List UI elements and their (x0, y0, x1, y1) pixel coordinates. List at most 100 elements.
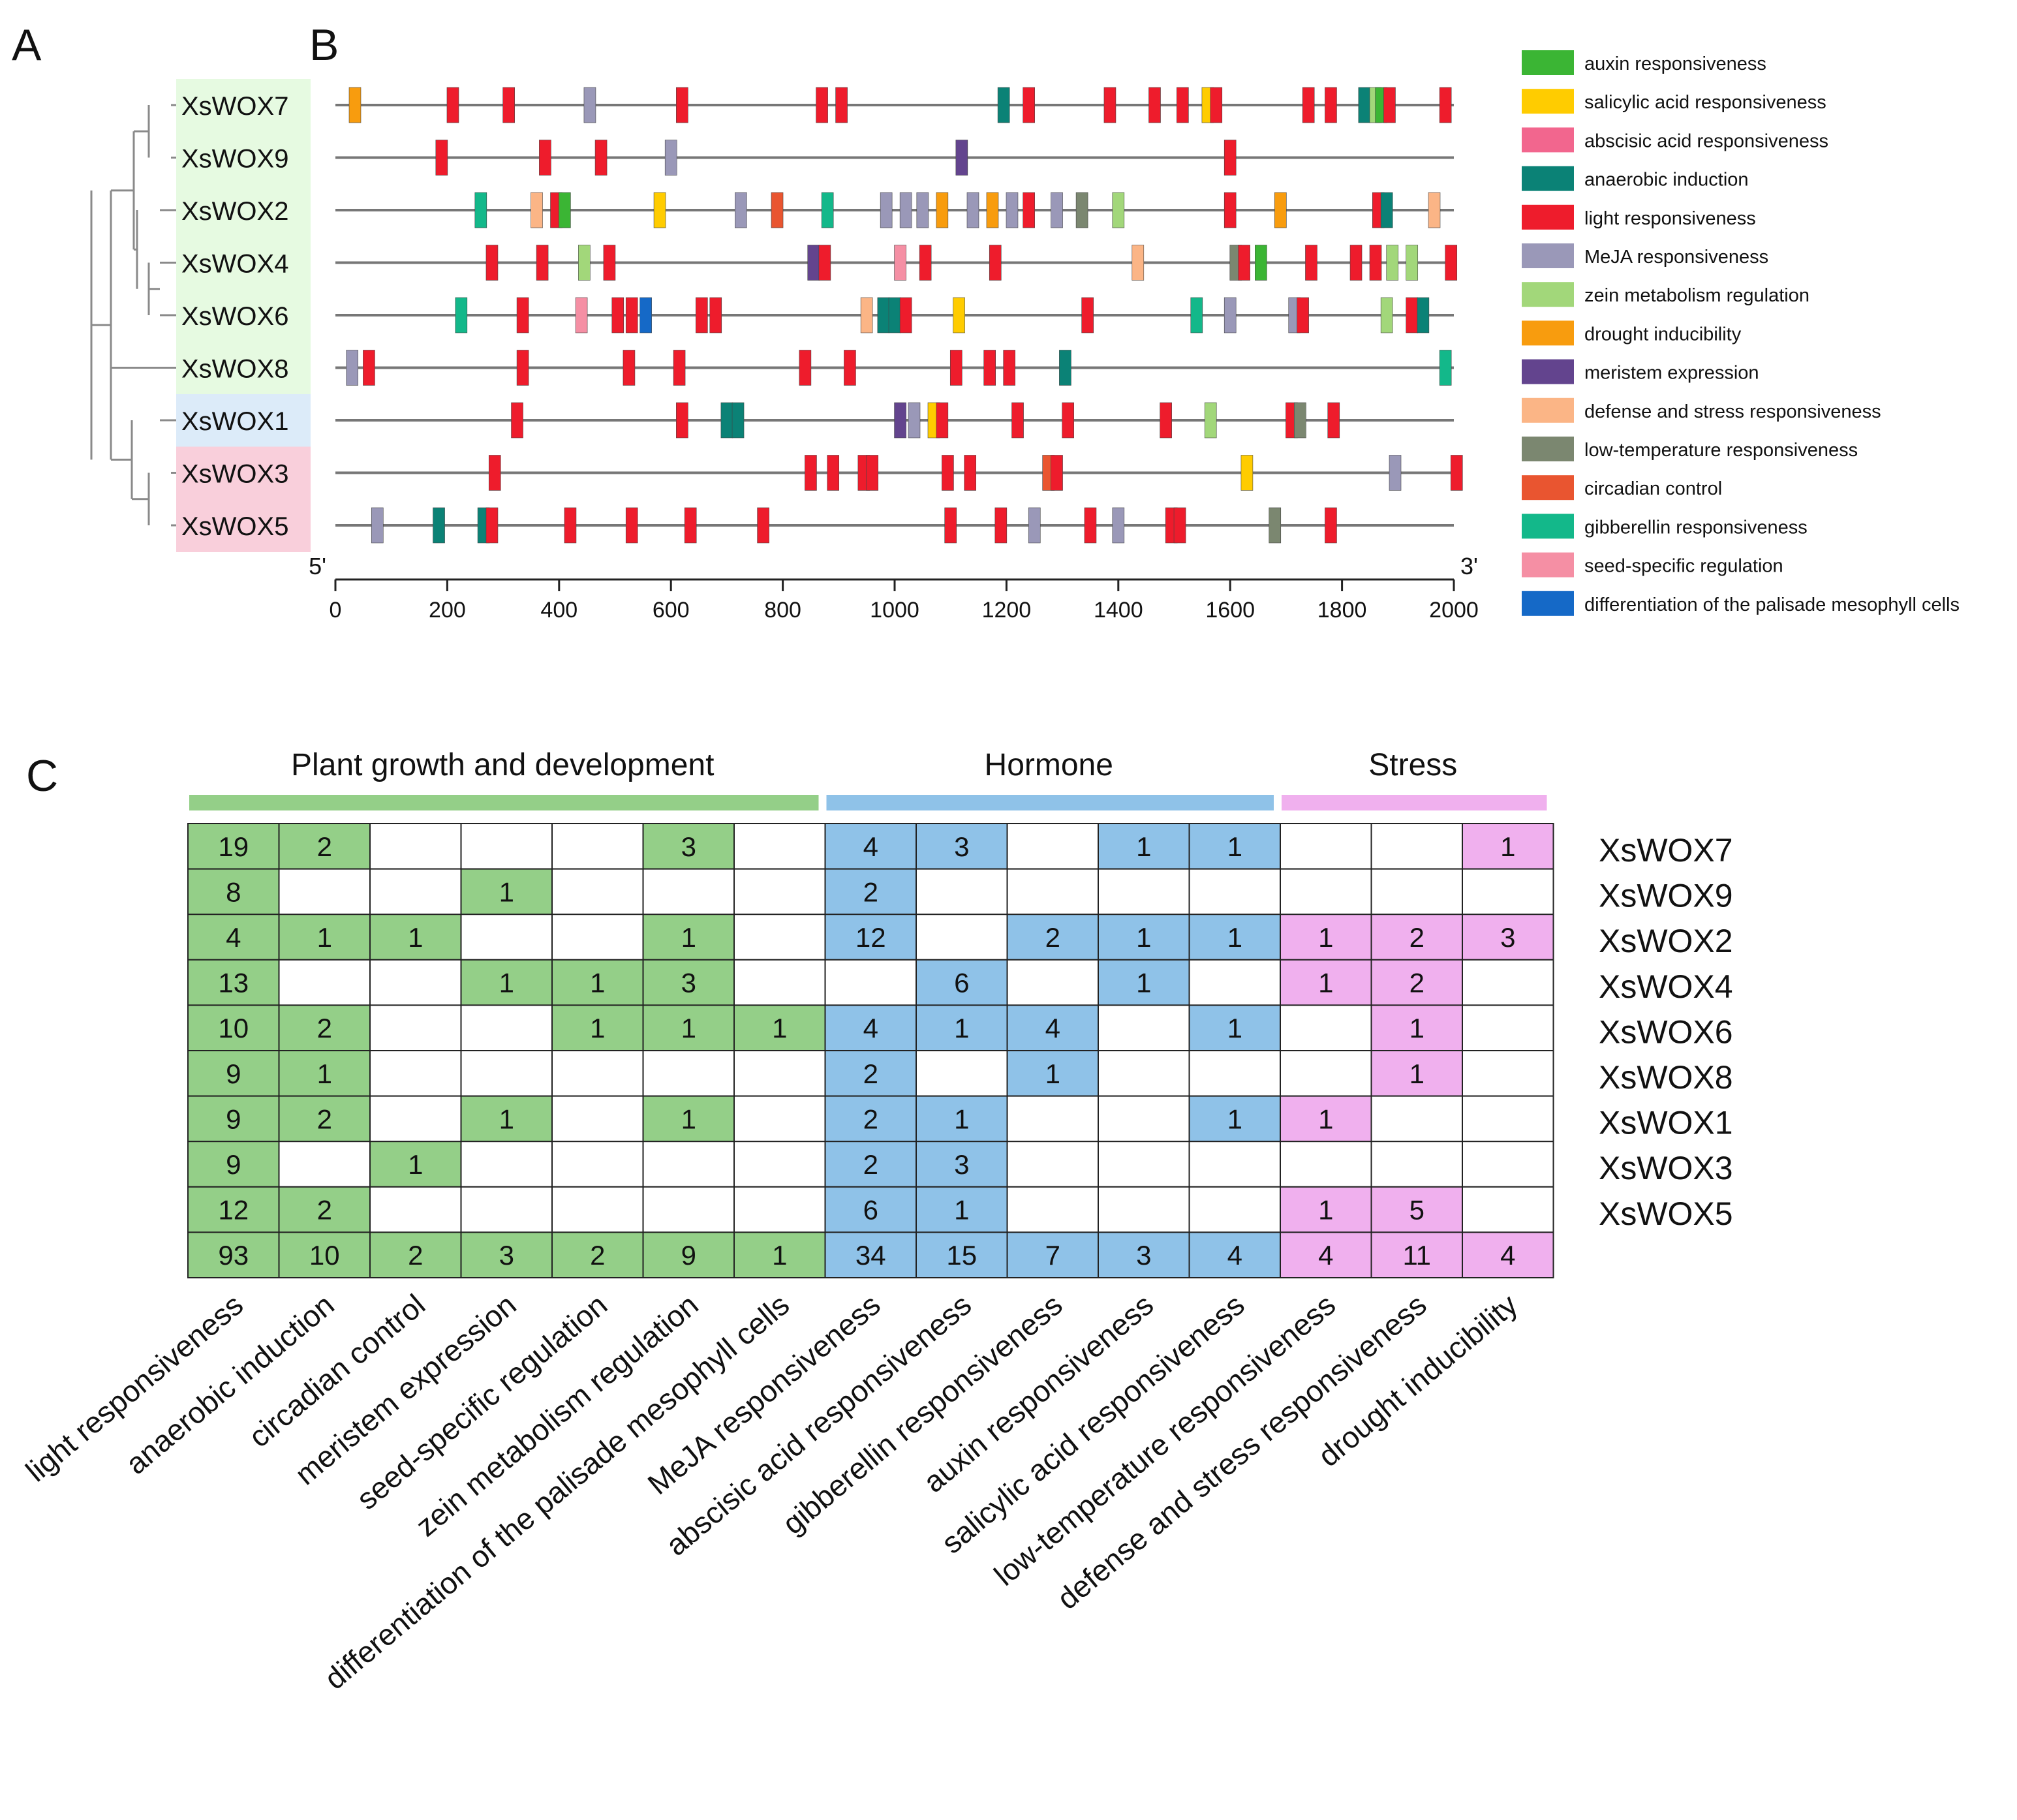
table-value: 4 (863, 831, 878, 862)
table-value: 9 (226, 1058, 241, 1089)
table-value: 3 (681, 831, 696, 862)
table-cell (1370, 823, 1463, 870)
table-value: 4 (1227, 1240, 1242, 1271)
table-value: 2 (863, 1103, 878, 1134)
table-cell (733, 1004, 826, 1052)
table-cell (460, 914, 553, 961)
table-value: 4 (1318, 1240, 1333, 1271)
table-cell (551, 914, 644, 961)
table-cell (460, 1141, 553, 1188)
table-value: 1 (499, 876, 514, 907)
cis-element-meja (899, 192, 912, 228)
cis-element-meristem (894, 402, 906, 439)
cis-element-meja (1224, 297, 1237, 333)
table-cell (1098, 823, 1190, 870)
table-cell (916, 1141, 1008, 1188)
table-value: 1 (1136, 922, 1151, 953)
cis-element-light (1173, 507, 1186, 544)
table-cell (824, 959, 917, 1006)
cis-element-light (994, 507, 1008, 544)
cis-element-light (511, 402, 523, 439)
table-value: 1 (772, 1013, 787, 1043)
gene-label-bg (176, 236, 311, 290)
table-cell (278, 1095, 371, 1143)
table-row-label: XsWOX2 (1599, 923, 1733, 959)
table-value: 10 (218, 1013, 249, 1043)
legend-swatch-light (1522, 204, 1574, 230)
table-value: 1 (317, 1058, 332, 1089)
table-value: 1 (954, 1013, 969, 1043)
cis-element-light (485, 507, 499, 544)
table-value: 4 (226, 922, 241, 953)
table-cell (1006, 1141, 1099, 1188)
table-value: 1 (1409, 1013, 1424, 1043)
table-cell (642, 1186, 735, 1233)
cis-element-light (983, 350, 996, 386)
cis-element-light (676, 87, 688, 123)
legend-label: abscisic acid responsiveness (1584, 131, 1828, 151)
table-value: 1 (590, 1013, 605, 1043)
cis-element-drought (1274, 192, 1287, 228)
cis-element-meja (371, 507, 384, 544)
gene-label: XsWOX9 (181, 145, 288, 174)
table-cell (1280, 1004, 1372, 1052)
table-cell (1280, 1050, 1372, 1097)
cis-element-meja (583, 87, 596, 123)
table-cell (642, 1231, 735, 1279)
table-cell (1370, 1231, 1463, 1279)
table-cell (1006, 823, 1099, 870)
table-row-label: XsWOX6 (1599, 1013, 1733, 1050)
axis-tick-label: 600 (653, 598, 690, 623)
cis-element-defense (1132, 245, 1145, 281)
cis-element-light (949, 350, 962, 386)
cis-element-lowtemp (1294, 402, 1306, 439)
table-cell (460, 1231, 553, 1279)
table-cell (1280, 1095, 1372, 1143)
table-value: 12 (855, 922, 886, 953)
table-cell (551, 823, 644, 870)
table-cell (551, 868, 644, 916)
legend-label: auxin responsiveness (1584, 54, 1766, 74)
cis-element-zein (1386, 245, 1399, 281)
table-value: 2 (317, 831, 332, 862)
cis-element-meja (1006, 192, 1019, 228)
cis-element-light (363, 350, 375, 386)
cis-element-light (1406, 297, 1419, 333)
table-value: 2 (1409, 922, 1424, 953)
table-cell (1280, 868, 1372, 916)
table-cell (733, 1141, 826, 1188)
cis-element-light (1160, 402, 1172, 439)
legend-label: seed-specific regulation (1584, 556, 1783, 577)
cis-element-gibberellin (821, 192, 834, 228)
cis-element-anaerobic (1059, 350, 1071, 386)
table-cell (642, 1050, 735, 1097)
cis-element-light (1445, 245, 1458, 281)
table-cell (1370, 1050, 1463, 1097)
table-cell (187, 1141, 280, 1188)
table-cell (1280, 1141, 1372, 1188)
cis-element-meja (1028, 507, 1041, 544)
cis-element-anaerobic (1358, 87, 1371, 123)
cis-element-light (446, 87, 459, 123)
gene-label-bg (176, 184, 311, 237)
table-cell (187, 1050, 280, 1097)
cis-element-anaerobic (1380, 192, 1393, 228)
cis-element-zein (578, 245, 591, 281)
table-cell (1006, 1050, 1099, 1097)
table-cell (460, 1004, 553, 1052)
table-value: 19 (218, 831, 249, 862)
table-cell (1006, 1186, 1099, 1233)
legend-label: low-temperature responsiveness (1584, 440, 1858, 461)
table-cell (824, 1095, 917, 1143)
table-cell (733, 823, 826, 870)
cis-element-light (866, 455, 879, 491)
gene-label-bg (176, 394, 311, 447)
table-cell (551, 1050, 644, 1097)
table-value: 1 (1227, 831, 1242, 862)
table-cell (642, 868, 735, 916)
axis-tick-label: 2000 (1429, 598, 1479, 623)
table-cell (916, 914, 1008, 961)
table-cell (733, 868, 826, 916)
cis-element-anaerobic (888, 297, 901, 333)
